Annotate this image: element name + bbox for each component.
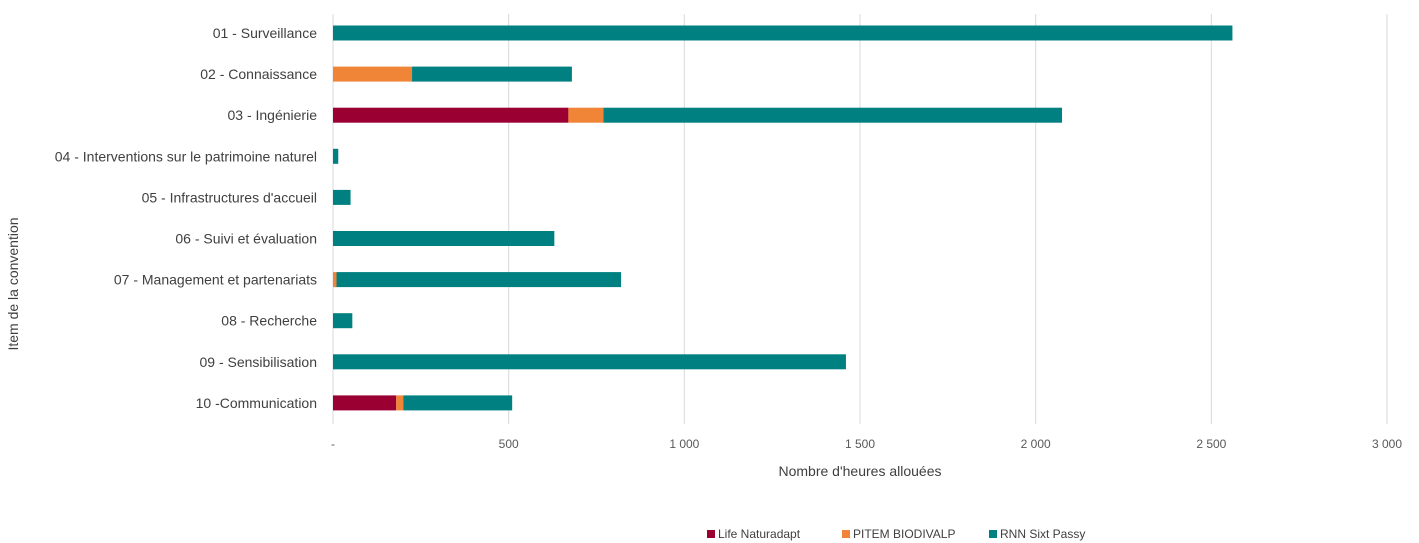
bar-segment xyxy=(333,395,397,411)
legend-label: RNN Sixt Passy xyxy=(1000,527,1085,541)
bar-segment xyxy=(333,66,413,82)
legend-swatch xyxy=(842,530,850,538)
bar-segment xyxy=(568,107,604,123)
bar-segment xyxy=(333,107,569,123)
category-label: 04 - Interventions sur le patrimoine nat… xyxy=(55,148,317,164)
bar-segment xyxy=(603,107,1063,123)
legend-label: PITEM BIODIVALP xyxy=(853,527,955,541)
category-label: 05 - Infrastructures d'accueil xyxy=(142,189,317,205)
bar-segment xyxy=(333,231,555,246)
bar-segment xyxy=(333,313,353,329)
bar-segment xyxy=(333,272,337,288)
bar-segment xyxy=(403,395,513,411)
category-label: 02 - Connaissance xyxy=(200,66,317,82)
y-axis-title: Item de la convention xyxy=(5,217,21,350)
tick-labels: - 500 1 000 1 500 2 000 2 500 3 000 xyxy=(331,437,1402,451)
x-tick-label: 3 000 xyxy=(1372,437,1402,451)
legend-swatch xyxy=(989,530,997,538)
bar-segment xyxy=(336,272,622,288)
category-label: 10 -Communication xyxy=(196,395,317,411)
category-label: 07 - Management et partenariats xyxy=(114,272,317,288)
x-axis-title: Nombre d'heures allouées xyxy=(779,463,942,479)
legend-swatch xyxy=(707,530,715,538)
category-label: 08 - Recherche xyxy=(221,313,317,329)
legend: Life Naturadapt PITEM BIODIVALP RNN Sixt P… xyxy=(707,527,1085,541)
bar-segment xyxy=(396,395,404,411)
category-label: 03 - Ingénierie xyxy=(227,107,317,123)
x-tick-label: 500 xyxy=(499,437,519,451)
bar-segment xyxy=(333,25,1233,41)
bar-segment xyxy=(333,148,339,164)
legend-label: Life Naturadapt xyxy=(718,527,801,541)
category-label: 01 - Surveillance xyxy=(213,25,317,41)
x-tick-label: 1 500 xyxy=(845,437,875,451)
bar-segment xyxy=(333,354,846,370)
x-tick-label: 1 000 xyxy=(669,437,699,451)
bar-segment xyxy=(412,66,572,82)
category-label: 09 - Sensibilisation xyxy=(199,354,317,370)
x-tick-label: 2 500 xyxy=(1196,437,1226,451)
bars xyxy=(333,25,1233,411)
bar-segment xyxy=(333,189,351,205)
x-tick-label: - xyxy=(331,437,335,451)
x-tick-label: 2 000 xyxy=(1021,437,1051,451)
category-labels: 01 - Surveillance 02 - Connaissance 03 - I… xyxy=(55,25,317,411)
category-label: 06 - Suivi et évaluation xyxy=(175,231,317,247)
